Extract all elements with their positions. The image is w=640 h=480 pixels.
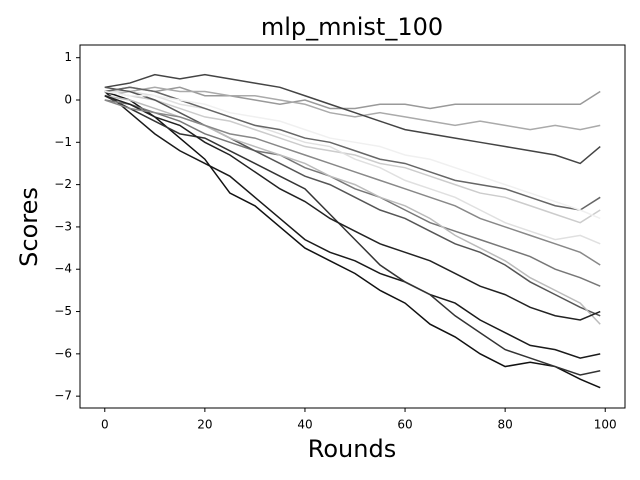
y-tick-label: −2 xyxy=(54,177,72,191)
series-line xyxy=(104,86,601,211)
plot-area xyxy=(104,73,601,389)
x-tick-label: 20 xyxy=(197,418,212,432)
y-tick-label: −3 xyxy=(54,219,72,233)
series-line xyxy=(104,99,601,287)
y-tick-label: −5 xyxy=(54,304,72,318)
y-tick-label: 0 xyxy=(64,93,72,107)
series-line xyxy=(104,86,601,317)
x-tick-label: 0 xyxy=(101,418,109,432)
series-line xyxy=(104,90,601,224)
series-line xyxy=(104,95,601,325)
series-line xyxy=(104,90,601,359)
y-tick-label: −1 xyxy=(54,135,72,149)
y-tick-label: −7 xyxy=(54,389,72,403)
x-axis-label: Rounds xyxy=(308,435,396,463)
chart-title: mlp_mnist_100 xyxy=(261,13,443,41)
axes-frame xyxy=(79,44,626,409)
y-axis-label: Scores xyxy=(15,187,43,267)
y-tick-label: −4 xyxy=(54,262,72,276)
y-tick-label: −6 xyxy=(54,346,72,360)
x-tick-label: 40 xyxy=(297,418,312,432)
series-line xyxy=(104,95,601,376)
series-line xyxy=(104,90,601,220)
y-tick-label: 1 xyxy=(64,50,72,64)
series-line xyxy=(104,90,601,245)
x-tick-label: 100 xyxy=(594,418,617,432)
series-line xyxy=(104,99,601,266)
x-tick-label: 80 xyxy=(497,418,512,432)
series-line xyxy=(104,86,601,110)
series-line xyxy=(104,86,601,131)
series-line xyxy=(104,73,601,165)
series-line xyxy=(104,90,601,389)
x-tick-label: 60 xyxy=(397,418,412,432)
series-line xyxy=(104,95,601,321)
